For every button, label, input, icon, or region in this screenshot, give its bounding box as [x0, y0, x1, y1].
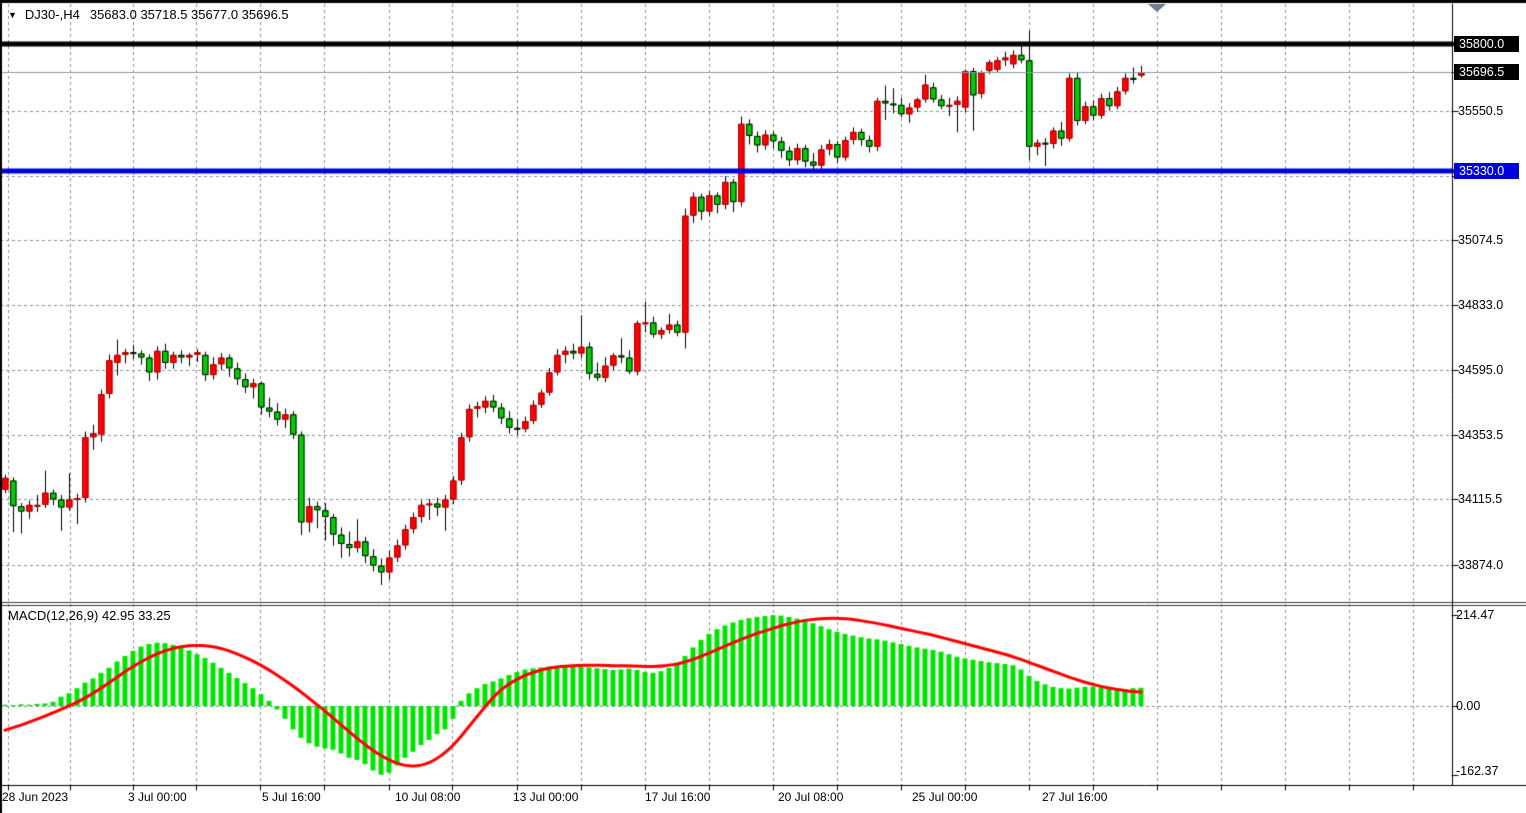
price-axis-label: 34595.0	[1458, 363, 1504, 377]
macd-current-values: 42.95 33.25	[101, 608, 171, 623]
price-axis-label: 35696.5	[1454, 64, 1519, 80]
macd-axis-label: 0.00	[1456, 699, 1481, 713]
price-axis-label: 35550.5	[1458, 104, 1504, 118]
time-axis-label: 10 Jul 08:00	[395, 790, 461, 804]
time-axis-label: 3 Jul 00:00	[128, 790, 187, 804]
time-axis-label: 20 Jul 08:00	[778, 790, 844, 804]
time-axis-label: 27 Jul 16:00	[1042, 790, 1108, 804]
price-axis-label: 34353.5	[1458, 428, 1504, 442]
price-axis-label: 34115.5	[1458, 492, 1503, 506]
macd-indicator-label: MACD(12,26,9) 42.95 33.25	[8, 608, 171, 623]
time-axis-label: 28 Jun 2023	[2, 790, 69, 804]
price-axis-label: 35800.0	[1454, 36, 1519, 52]
ohlc-values-label: 35683.0 35718.5 35677.0 35696.5	[89, 7, 289, 22]
macd-axis-label: 214.47	[1456, 608, 1495, 622]
time-axis-label: 17 Jul 16:00	[645, 790, 711, 804]
macd-axis[interactable]	[1452, 606, 1526, 785]
chart-header: ▼ DJ30-,H4 35683.0 35718.5 35677.0 35696.5	[8, 7, 289, 22]
price-axis-label: 35330.0	[1454, 163, 1519, 179]
macd-axis-label: -162.37	[1456, 764, 1499, 778]
symbol-timeframe-label: DJ30-,H4	[24, 7, 80, 22]
time-axis[interactable]	[0, 786, 1452, 813]
price-axis-label: 34833.0	[1458, 298, 1504, 312]
symbol-dropdown-icon[interactable]: ▼	[8, 10, 17, 20]
price-axis-label: 35074.5	[1458, 233, 1504, 247]
time-axis-label: 13 Jul 00:00	[513, 790, 579, 804]
price-axis-label: 33874.0	[1458, 558, 1504, 572]
macd-name: MACD(12,26,9)	[8, 608, 99, 623]
time-axis-label: 25 Jul 00:00	[912, 790, 978, 804]
time-axis-label: 5 Jul 16:00	[262, 790, 321, 804]
chart-shift-icon[interactable]	[1148, 4, 1166, 12]
